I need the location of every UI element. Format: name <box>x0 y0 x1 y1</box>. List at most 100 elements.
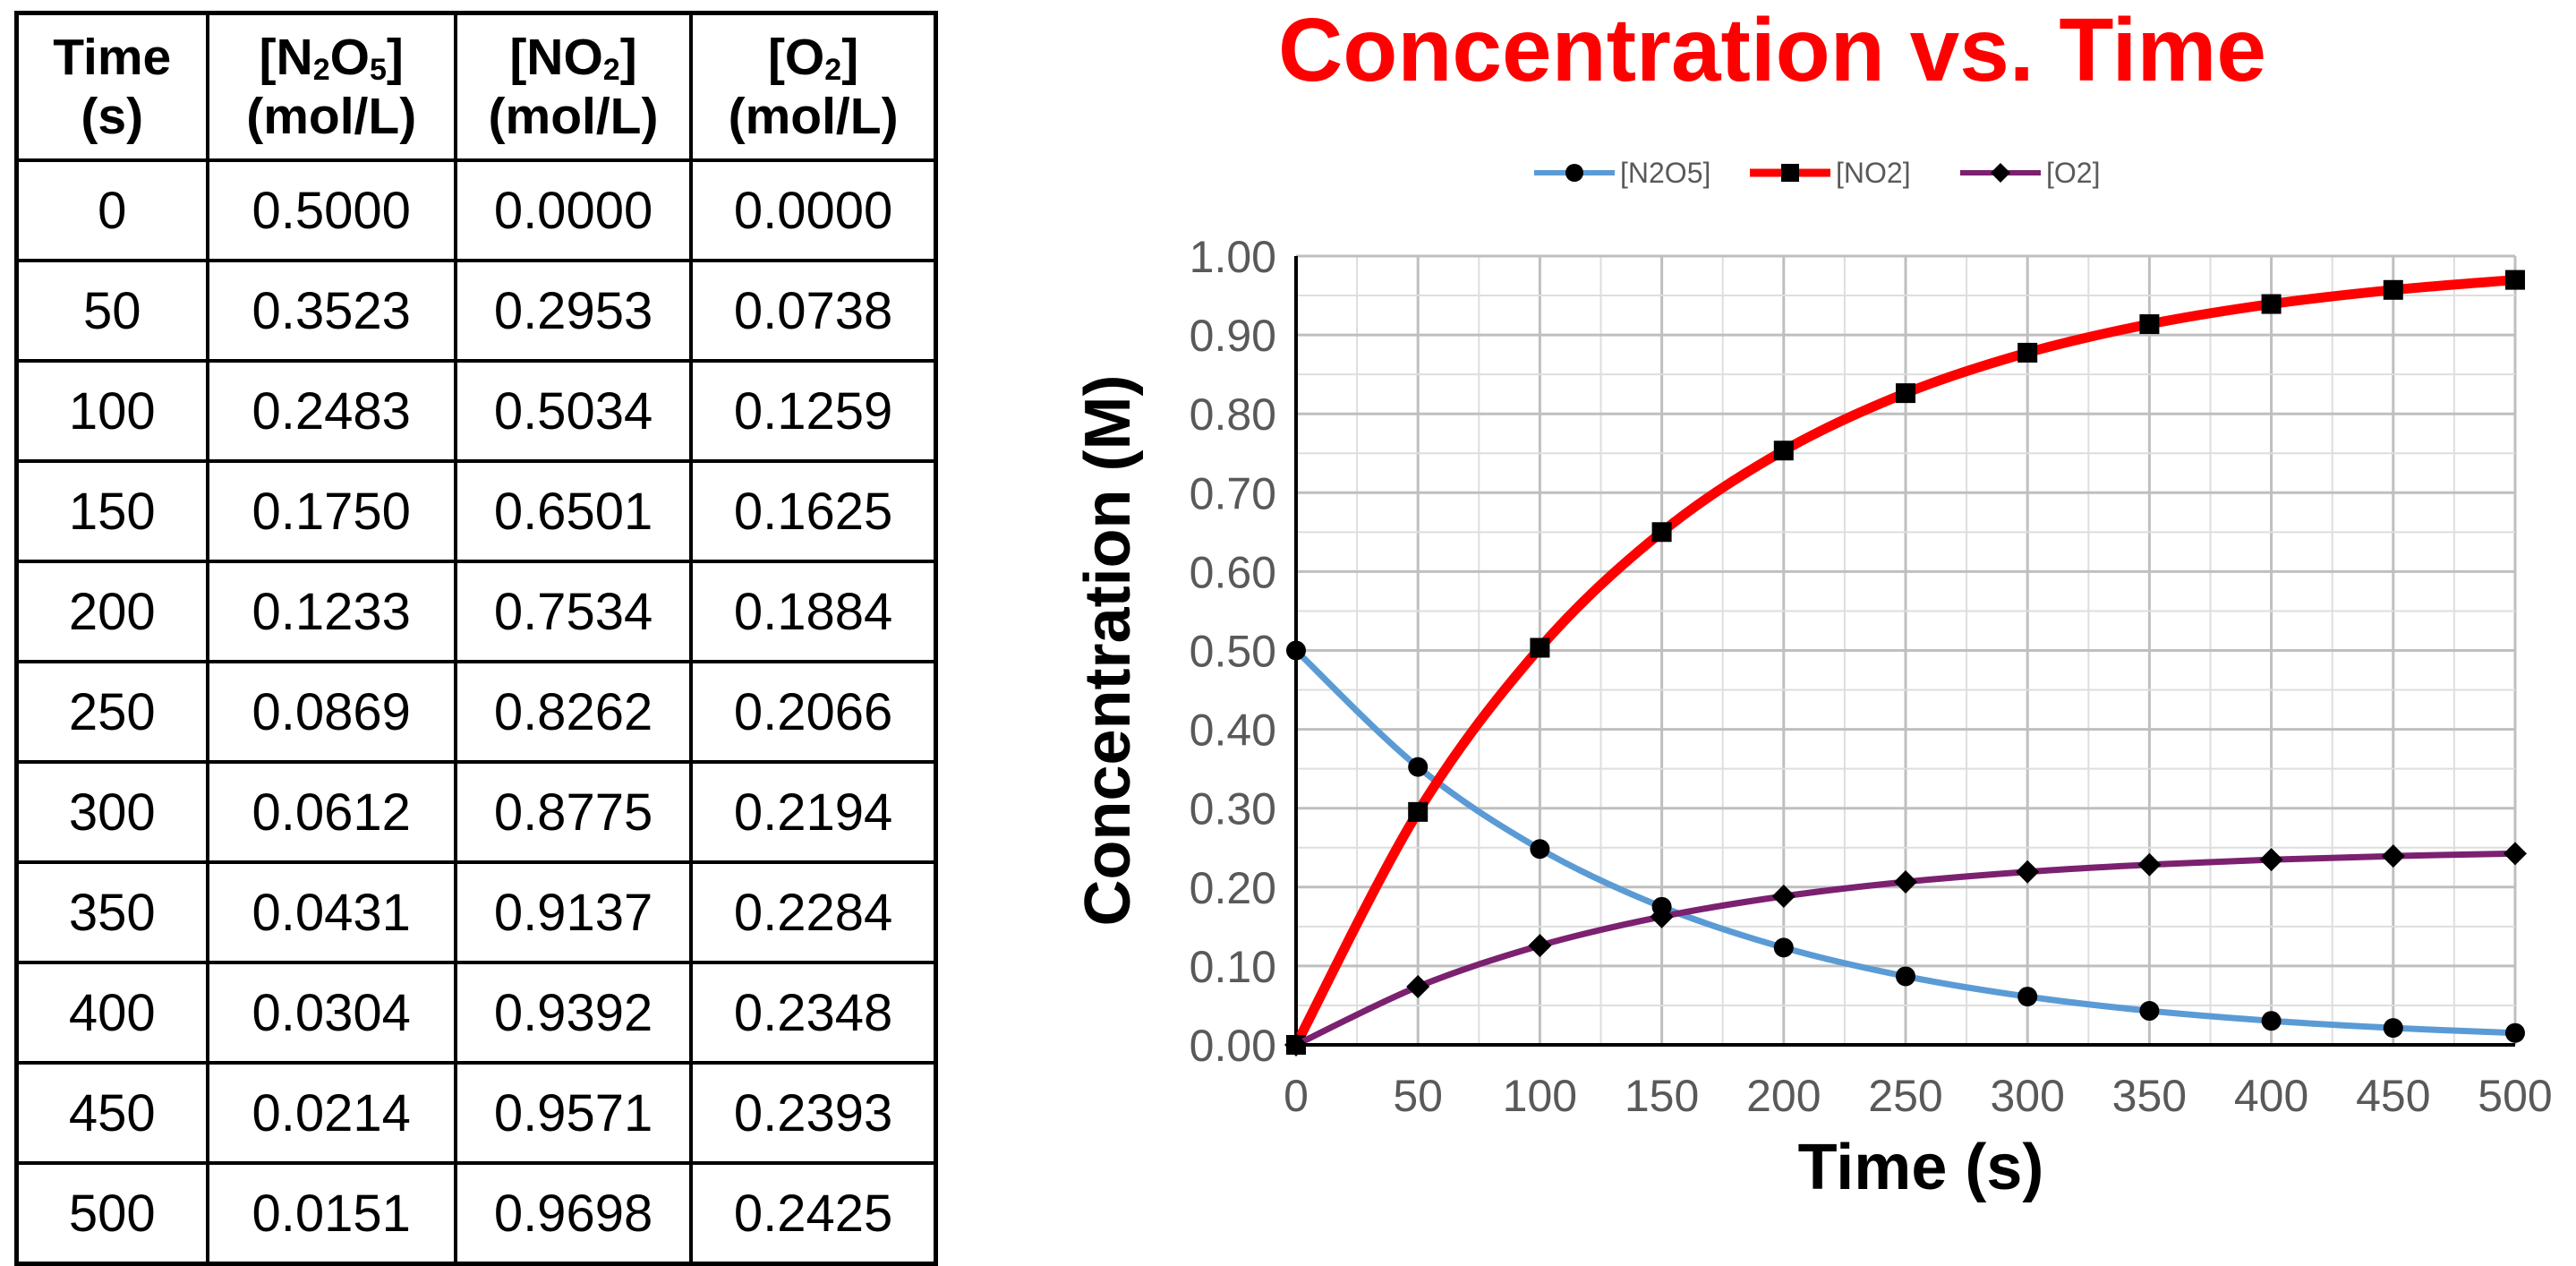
data-point <box>1530 839 1550 860</box>
header-n2o5-mid: O <box>329 29 370 86</box>
y-tick-label: 0.70 <box>1190 468 1276 518</box>
header-o2-pre: [O <box>767 29 825 86</box>
table-row: 150 0.1750 0.6501 0.1625 <box>14 459 938 563</box>
legend-item: [N2O5] <box>1534 157 1710 189</box>
data-point <box>2383 1018 2403 1039</box>
data-point <box>1528 934 1552 958</box>
x-tick-label: 100 <box>1503 1071 1577 1121</box>
cell-o2: 0.2284 <box>689 860 938 964</box>
data-point <box>1773 441 1794 461</box>
data-point <box>1650 904 1674 928</box>
cell-time: 200 <box>14 560 209 663</box>
cell-n2o5: 0.3523 <box>205 259 457 363</box>
data-point <box>2383 279 2403 300</box>
legend-marker <box>1781 164 1799 182</box>
header-o2-unit: (mol/L) <box>728 88 899 145</box>
cell-no2: 0.8775 <box>453 760 694 864</box>
cell-time: 150 <box>14 459 209 563</box>
cell-time: 50 <box>14 259 209 363</box>
header-n2o5: [N2O5] (mol/L) <box>205 11 457 162</box>
data-point <box>2505 1022 2525 1043</box>
header-n2o5-post: ] <box>386 29 404 86</box>
data-point <box>1530 637 1550 658</box>
header-o2-post: ] <box>841 29 859 86</box>
data-point <box>1773 937 1794 958</box>
cell-no2: 0.9571 <box>453 1061 694 1165</box>
header-no2-unit: (mol/L) <box>488 88 659 145</box>
cell-time: 100 <box>14 359 209 463</box>
table-row: 450 0.0214 0.9571 0.2393 <box>14 1061 938 1165</box>
data-point <box>2503 842 2527 866</box>
data-point <box>2016 860 2040 884</box>
data-point <box>1896 383 1915 404</box>
y-tick-label: 0.20 <box>1190 863 1276 913</box>
header-no2-post: ] <box>619 29 637 86</box>
cell-o2: 0.2348 <box>689 961 938 1065</box>
data-point <box>1894 869 1917 894</box>
table-row: 200 0.1233 0.7534 0.1884 <box>14 560 938 663</box>
x-tick-label: 150 <box>1625 1071 1699 1121</box>
x-tick-labels: 0 50 100 150 200 250 300 350 400 450 500 <box>1284 1071 2553 1121</box>
cell-n2o5: 0.0151 <box>205 1161 457 1266</box>
header-time-unit: (s) <box>81 88 144 145</box>
data-table: Time (s) [N2O5] (mol/L) [NO2] (mol/L) [O2](… <box>14 11 938 1266</box>
cell-n2o5: 0.0214 <box>205 1061 457 1165</box>
legend-marker <box>1991 163 2010 183</box>
data-point <box>1286 640 1306 661</box>
x-tick-label: 50 <box>1393 1071 1443 1121</box>
data-point <box>2139 1001 2160 1022</box>
x-axis-label: Time (s) <box>1798 1132 2044 1203</box>
y-tick-label: 0.90 <box>1190 311 1276 361</box>
cell-no2: 0.2953 <box>453 259 694 363</box>
header-row: Time (s) [N2O5] (mol/L) [NO2] (mol/L) [O2](… <box>14 11 938 162</box>
cell-no2: 0.5034 <box>453 359 694 463</box>
cell-time: 450 <box>14 1061 209 1165</box>
data-point <box>2139 314 2160 335</box>
series-line <box>1291 275 2521 1050</box>
table-row: 250 0.0869 0.8262 0.2066 <box>14 660 938 764</box>
cell-n2o5: 0.0431 <box>205 860 457 964</box>
cell-o2: 0.2425 <box>689 1161 938 1266</box>
data-point <box>1771 885 1796 909</box>
header-o2-sub1: 2 <box>824 53 842 87</box>
header-no2-sub1: 2 <box>602 53 620 87</box>
chart-series <box>1284 269 2527 1056</box>
legend-item: [NO2] <box>1750 157 1911 189</box>
line-chart: Concentration vs. Time 0.000.100.200.300… <box>1072 0 2553 1203</box>
data-point <box>1896 966 1915 987</box>
cell-time: 300 <box>14 760 209 864</box>
chart-grid <box>1294 254 2517 1047</box>
cell-time: 400 <box>14 961 209 1065</box>
y-tick-labels: 0.00 0.10 0.20 0.30 0.40 0.50 0.60 0.70 0.80 0.90… <box>1190 232 1276 1071</box>
data-point <box>1408 757 1429 777</box>
cell-n2o5: 0.1750 <box>205 459 457 563</box>
header-o2: [O2] (mol/L) <box>689 11 938 162</box>
cell-n2o5: 0.0612 <box>205 760 457 864</box>
table-row: 350 0.0431 0.9137 0.2284 <box>14 860 938 964</box>
chart-title: Concentration vs. Time <box>1278 0 2266 100</box>
data-point <box>2381 844 2405 868</box>
x-tick-label: 250 <box>1868 1071 1942 1121</box>
y-tick-label: 0.80 <box>1190 389 1276 440</box>
data-point <box>2017 342 2038 363</box>
x-tick-label: 200 <box>1746 1071 1821 1121</box>
table-row: 400 0.0304 0.9392 0.2348 <box>14 961 938 1065</box>
header-no2: [NO2] (mol/L) <box>453 11 694 162</box>
cell-n2o5: 0.5000 <box>205 158 457 262</box>
legend-label: [O2] <box>2046 157 2100 189</box>
cell-n2o5: 0.0869 <box>205 660 457 764</box>
cell-time: 500 <box>14 1161 209 1266</box>
header-n2o5-sub1: 2 <box>312 53 330 87</box>
cell-o2: 0.1884 <box>689 560 938 663</box>
x-tick-label: 0 <box>1284 1071 1309 1121</box>
cell-n2o5: 0.2483 <box>205 359 457 463</box>
header-n2o5-sub2: 5 <box>369 53 387 87</box>
legend-marker <box>1565 164 1583 182</box>
table-row: 500 0.0151 0.9698 0.2425 <box>14 1161 938 1266</box>
y-tick-label: 0.10 <box>1190 942 1276 992</box>
legend-label: [NO2] <box>1836 157 1911 189</box>
y-tick-label: 0.40 <box>1190 706 1276 756</box>
table-body: 0 0.5000 0.0000 0.0000 50 0.3523 0.2953 0.0738 1… <box>14 158 938 1266</box>
cell-no2: 0.9392 <box>453 961 694 1065</box>
data-point <box>2137 852 2162 877</box>
